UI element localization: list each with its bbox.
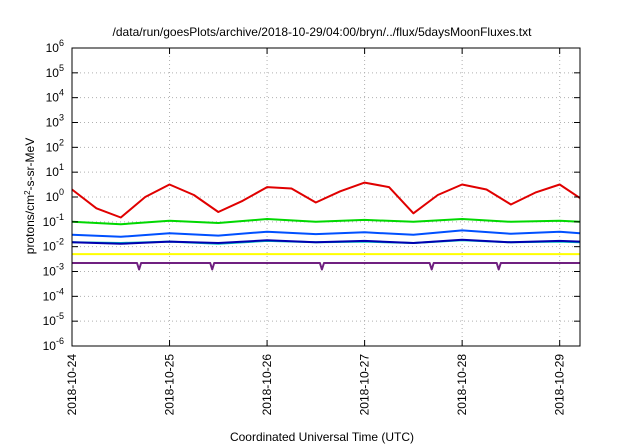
y-tick-label-exp: 2 (59, 137, 64, 147)
y-tick-label-exp: -2 (56, 237, 64, 247)
series-line-7 (72, 262, 580, 271)
series-line-5 (71, 238, 581, 245)
y-tick-label: 102 (46, 137, 64, 154)
y-tick-label-base: 10 (46, 91, 60, 105)
y-tick-label-exp: 6 (59, 38, 64, 48)
y-tick-label-exp: 1 (59, 162, 64, 172)
y-tick-label-base: 10 (46, 116, 60, 130)
y-axis-label: protons/cm2-s-sr-MeV (23, 138, 38, 254)
y-tick-label-exp: 3 (59, 113, 64, 123)
y-tick-label: 100 (46, 187, 64, 204)
y-tick-label-exp: -6 (56, 336, 64, 346)
y-tick-label: 10-1 (43, 212, 64, 229)
y-tick-label: 104 (46, 88, 64, 105)
y-axis-label-part2: -s-sr-MeV (23, 138, 37, 191)
y-tick-label: 10-4 (43, 286, 64, 303)
y-tick-label: 106 (46, 38, 64, 55)
x-tick-label: 2018-10-26 (260, 354, 274, 416)
series-layer (71, 181, 581, 271)
y-tick-label: 103 (46, 113, 64, 130)
chart-title: /data/run/goesPlots/archive/2018-10-29/0… (113, 25, 533, 39)
y-tick-label-base: 10 (46, 66, 60, 80)
series-line-4 (71, 229, 581, 238)
y-tick-label-base: 10 (43, 265, 57, 279)
y-tick-label: 101 (46, 162, 64, 179)
y-tick-label-base: 10 (43, 240, 57, 254)
y-tick-label: 105 (46, 63, 64, 80)
x-axis-label: Coordinated Universal Time (UTC) (230, 430, 414, 444)
y-tick-label-exp: 4 (59, 88, 64, 98)
y-tick-label-exp: -5 (56, 311, 64, 321)
y-tick-label-base: 10 (43, 314, 57, 328)
y-tick-label-base: 10 (46, 165, 60, 179)
y-tick-label-exp: -1 (56, 212, 64, 222)
series-line-2 (71, 218, 581, 226)
y-tick-label-base: 10 (46, 140, 60, 154)
x-tick-labels: 2018-10-24 2018-10-25 2018-10-26 2018-10-27… (65, 354, 567, 416)
y-axis-label-sup: 2 (23, 190, 32, 195)
y-tick-labels: 10-610-510-410-310-210-11001011021031041… (43, 38, 64, 353)
x-tick-label: 2018-10-28 (455, 354, 469, 416)
y-axis-label-part1: protons/cm (23, 195, 37, 254)
series-line-1 (71, 181, 581, 219)
y-tick-label-base: 10 (46, 190, 60, 204)
y-tick-label-base: 10 (46, 41, 60, 55)
y-tick-label-exp: 0 (59, 187, 64, 197)
y-tick-label-base: 10 (43, 289, 57, 303)
grid-lines (71, 48, 580, 346)
y-tick-label-base: 10 (43, 215, 57, 229)
tick-marks (71, 47, 580, 347)
y-tick-label: 10-5 (43, 311, 64, 328)
y-tick-label-exp: -4 (56, 286, 64, 296)
x-tick-label: 2018-10-25 (163, 354, 177, 416)
y-tick-label: 10-6 (43, 336, 64, 353)
y-tick-label-base: 10 (43, 339, 57, 353)
x-tick-label: 2018-10-24 (65, 354, 79, 416)
x-tick-label: 2018-10-29 (553, 354, 567, 416)
y-tick-label-exp: -3 (56, 262, 64, 272)
y-tick-label-exp: 5 (59, 63, 64, 73)
y-tick-label: 10-3 (43, 262, 64, 279)
x-tick-label: 2018-10-27 (358, 354, 372, 416)
y-tick-label: 10-2 (43, 237, 64, 254)
